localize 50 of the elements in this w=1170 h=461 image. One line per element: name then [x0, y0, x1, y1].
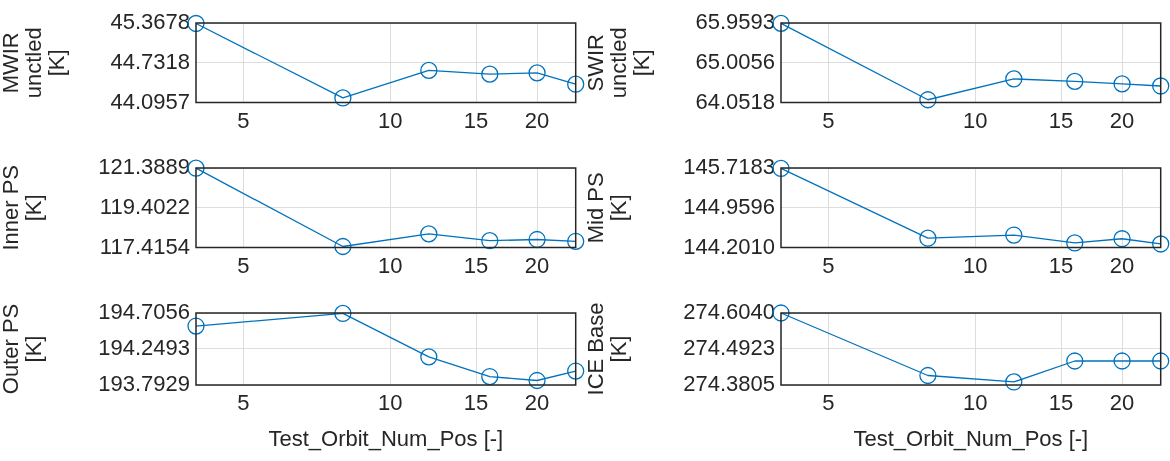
- y-tick-label: 117.4154: [99, 233, 190, 259]
- y-tick-label: 144.2010: [683, 233, 775, 259]
- y-tick-label: 274.3805: [683, 371, 775, 397]
- y-tick-label: 274.6040: [683, 299, 775, 325]
- y-tick-label: 194.7056: [98, 299, 190, 325]
- x-tick-label: 5: [237, 252, 250, 278]
- y-axis-title: Mid PS [K]: [582, 172, 631, 244]
- y-tick-label: 44.0957: [110, 88, 190, 114]
- x-tick-label: 15: [1048, 107, 1074, 133]
- x-tick-label: 10: [377, 390, 403, 416]
- x-tick-label: 5: [822, 107, 835, 133]
- x-tick-label: 15: [463, 390, 489, 416]
- y-axis-title: SWIR unctled [K]: [582, 27, 654, 99]
- x-tick-label: 20: [1109, 390, 1135, 416]
- x-tick-label: 15: [1048, 252, 1074, 278]
- x-tick-label: 10: [962, 252, 988, 278]
- x-tick-label: 10: [377, 107, 403, 133]
- y-tick-label: 44.7318: [110, 48, 190, 74]
- y-axis-title: MWIR unctled [K]: [0, 27, 69, 99]
- x-axis-title: Test_Orbit_Num_Pos [-]: [268, 425, 504, 451]
- x-tick-label: 5: [822, 252, 835, 278]
- x-tick-label: 10: [377, 252, 403, 278]
- y-tick-label: 65.0056: [695, 48, 775, 74]
- x-tick-label: 20: [1109, 252, 1135, 278]
- x-tick-label: 20: [1109, 107, 1135, 133]
- y-tick-label: 274.4923: [683, 335, 775, 361]
- y-tick-label: 121.3889: [98, 154, 190, 180]
- x-tick-label: 15: [463, 107, 489, 133]
- y-axis-title: Inner PS [K]: [0, 165, 46, 251]
- x-tick-label: 5: [237, 107, 250, 133]
- x-tick-label: 5: [237, 390, 250, 416]
- x-tick-label: 10: [962, 390, 988, 416]
- x-tick-label: 20: [524, 107, 550, 133]
- y-tick-label: 65.9593: [695, 9, 775, 35]
- y-tick-label: 194.2493: [98, 335, 190, 361]
- x-axis-title: Test_Orbit_Num_Pos [-]: [853, 425, 1089, 451]
- x-tick-label: 15: [463, 252, 489, 278]
- y-tick-label: 64.0518: [695, 88, 775, 114]
- y-tick-label: 119.4022: [99, 193, 190, 219]
- y-tick-label: 193.7929: [98, 371, 190, 397]
- y-axis-title: ICE Base [K]: [582, 302, 631, 396]
- y-axis-title: Outer PS [K]: [0, 303, 46, 395]
- x-tick-label: 5: [822, 390, 835, 416]
- x-tick-label: 15: [1048, 390, 1074, 416]
- x-tick-label: 20: [524, 390, 550, 416]
- x-tick-label: 10: [962, 107, 988, 133]
- y-tick-label: 144.9596: [683, 193, 775, 219]
- y-tick-label: 45.3678: [110, 9, 190, 35]
- x-tick-label: 20: [524, 252, 550, 278]
- y-tick-label: 145.7183: [683, 154, 775, 180]
